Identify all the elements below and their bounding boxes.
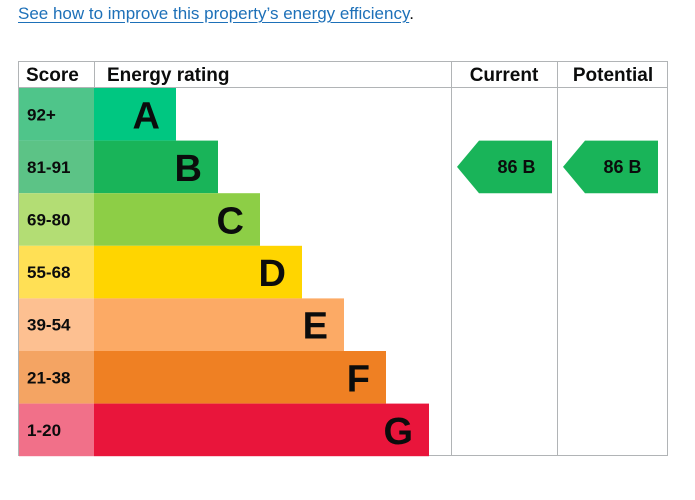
score-cell-a (19, 88, 94, 141)
current-rating-arrow (457, 140, 552, 194)
rating-letter-g: G (383, 411, 413, 453)
rating-bar-d (94, 245, 302, 299)
rating-bar-e (94, 298, 344, 351)
score-range-e: 39-54 (27, 316, 71, 335)
score-range-g: 1-20 (27, 421, 61, 440)
potential-rating-arrow (563, 140, 658, 194)
rating-letter-f: F (347, 358, 370, 400)
rating-bar-c (94, 193, 260, 246)
rating-letter-d: D (259, 253, 286, 295)
rating-letter-e: E (303, 306, 328, 348)
rating-bar-a (94, 88, 176, 141)
score-range-c: 69-80 (27, 211, 70, 230)
header-potential: Potential (573, 65, 653, 86)
score-range-a: 92+ (27, 105, 56, 124)
score-range-d: 55-68 (27, 263, 70, 282)
score-range-f: 21-38 (27, 368, 70, 387)
improve-efficiency-link[interactable]: See how to improve this property’s energ… (18, 4, 410, 23)
potential-rating-label: 86 B (603, 157, 641, 177)
rating-indicators: 86 B 86 B (457, 140, 658, 194)
rating-bands: 92+ A 81-91 B 69-80 C 55-68 D 39-54 E 21-38 F 1-20 G (19, 88, 429, 457)
score-range-b: 81-91 (27, 158, 70, 177)
rating-letter-c: C (217, 201, 244, 243)
link-period: . (409, 4, 414, 23)
score-cell-f (19, 351, 94, 404)
score-cell-b (19, 140, 94, 194)
score-cell-e (19, 298, 94, 351)
header-energy-rating: Energy rating (107, 65, 229, 86)
header-current: Current (470, 65, 539, 86)
rating-bar-f (94, 351, 386, 404)
score-cell-d (19, 245, 94, 299)
improve-efficiency-line: See how to improve this property’s energ… (18, 4, 414, 24)
current-rating-label: 86 B (497, 157, 535, 177)
rating-bar-b (94, 140, 218, 194)
rating-bar-g (94, 403, 429, 457)
score-cell-g (19, 403, 94, 457)
rating-letter-a: A (133, 95, 160, 137)
rating-letter-b: B (175, 148, 202, 190)
score-cell-c (19, 193, 94, 246)
header-score: Score (26, 65, 79, 86)
